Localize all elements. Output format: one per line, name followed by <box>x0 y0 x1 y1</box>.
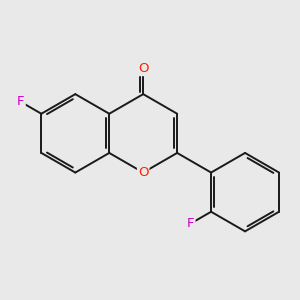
Text: O: O <box>138 166 148 179</box>
Text: F: F <box>17 95 25 109</box>
Text: F: F <box>187 217 194 230</box>
Text: O: O <box>138 62 148 75</box>
